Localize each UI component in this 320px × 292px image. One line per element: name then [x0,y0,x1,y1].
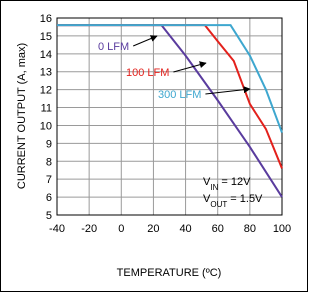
series-line [57,24,283,133]
series-label: 300 LFM [158,89,201,101]
y-tick-label: 14 [40,49,52,61]
label-arrow [173,61,207,73]
outer-border [0,0,308,292]
x-tick-label: 0 [118,223,124,235]
y-tick-label: 11 [41,103,52,115]
y-tick-label: 7 [46,174,52,186]
y-tick-label: 9 [46,138,52,150]
y-tick-label: 12 [40,85,52,97]
x-tick-label: 20 [147,223,159,235]
label-arrow [132,35,158,47]
y-tick-label: 8 [46,156,52,168]
y-tick-label: 16 [40,13,52,25]
annotation-text: V [203,193,211,205]
y-tick-label: 13 [40,67,52,79]
annotation-subscript: OUT [210,200,227,209]
y-tick-label: 15 [40,31,52,43]
plot-frame [56,17,283,216]
x-tick-label: -40 [49,223,65,235]
annotation-subscript: IN [210,183,218,192]
annotation-text: V [203,176,211,188]
y-tick-label: 10 [40,120,52,132]
x-tick-label: 100 [273,223,291,235]
x-tick-label: 80 [244,223,256,235]
y-axis-label: CURRENT OUTPUT (A, max) [16,43,28,189]
chart: TEMPERATURE (ºC) CURRENT OUTPUT (A, max)… [0,0,308,292]
y-tick-label: 5 [46,210,52,222]
y-tick-label: 6 [46,192,52,204]
annotation-text: = 1.5V [227,193,263,205]
annotation: VOUT = 1.5V [203,193,263,209]
x-tick-label: -20 [81,223,97,235]
x-tick-label: 40 [179,223,191,235]
x-axis-label: TEMPERATURE (ºC) [117,267,222,279]
series-label: 100 LFM [126,67,169,79]
annotation: VIN = 12V [203,176,251,192]
annotation-text: = 12V [218,176,251,188]
label-arrow [205,86,251,95]
x-tick-label: 60 [212,223,224,235]
series-label: 0 LFM [98,41,129,53]
